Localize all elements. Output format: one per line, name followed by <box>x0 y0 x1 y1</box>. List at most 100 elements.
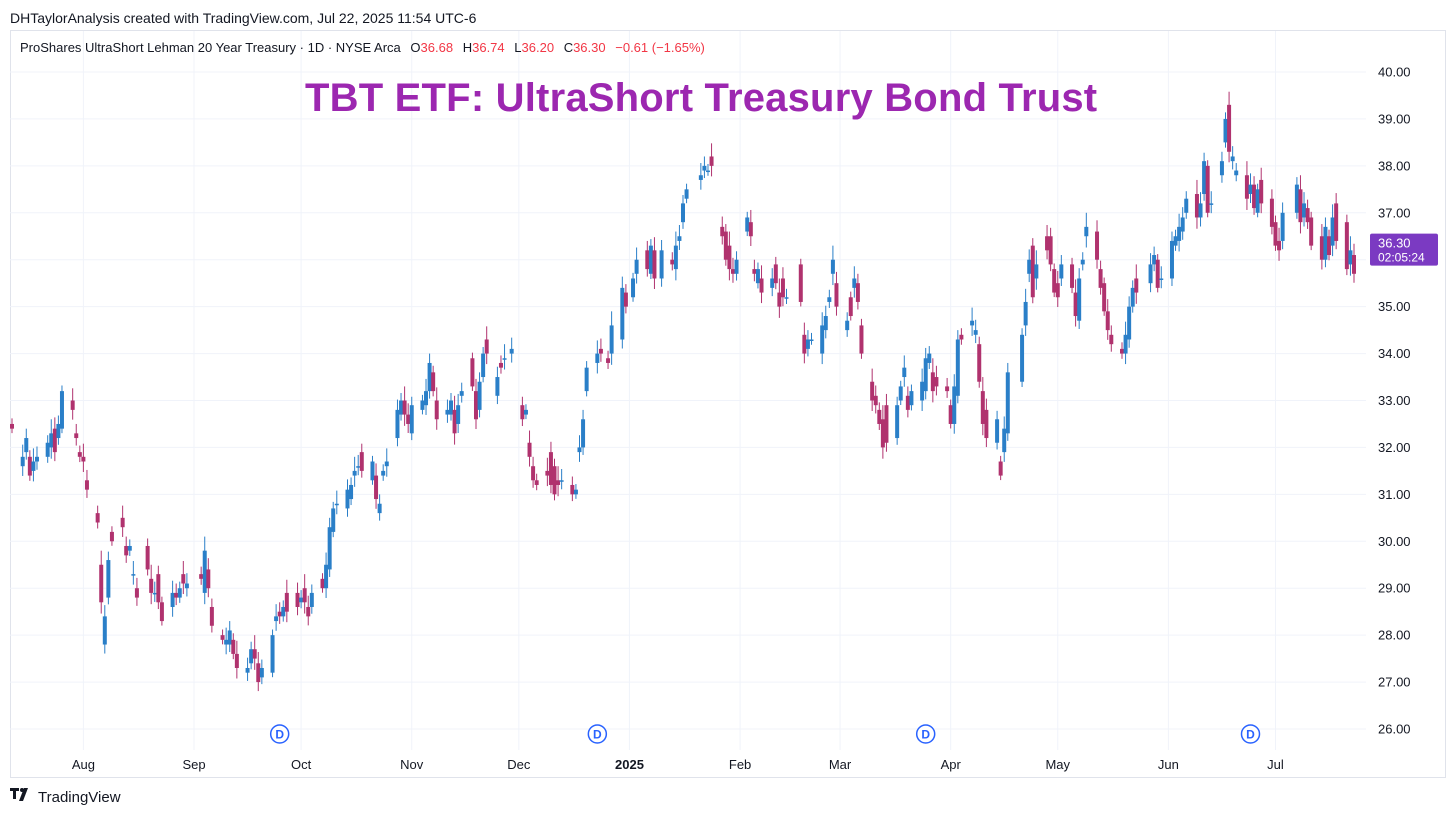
candle-body <box>827 297 832 302</box>
candle-body <box>995 419 1000 443</box>
candle-body <box>902 367 907 378</box>
candle-body <box>359 452 364 471</box>
candle-body <box>306 606 311 617</box>
candle-body <box>920 381 925 401</box>
candle-body <box>1120 348 1125 354</box>
candle-body <box>1223 118 1228 143</box>
candle-body <box>1352 255 1356 274</box>
candle-body <box>809 339 814 341</box>
candle-body <box>120 517 125 528</box>
dividend-marker-label: D <box>1246 728 1255 742</box>
y-tick-label: 38.00 <box>1378 158 1411 173</box>
candle-body <box>334 503 339 506</box>
candle-body <box>295 592 300 607</box>
candle-body <box>1302 203 1307 218</box>
candle-body <box>898 386 903 401</box>
candle-body <box>181 574 186 584</box>
candle-body <box>709 156 714 166</box>
last-price-tag <box>1370 233 1438 266</box>
candle-body <box>145 545 150 570</box>
candle-body <box>620 287 625 340</box>
candle-body <box>52 428 57 453</box>
candle-body <box>299 597 304 603</box>
candle-body <box>127 545 132 551</box>
candle-body <box>673 245 678 270</box>
candle-body <box>1205 165 1210 213</box>
candle-body <box>473 391 478 420</box>
candle-body <box>1344 222 1349 270</box>
candle-body <box>1198 203 1203 218</box>
candle-body <box>152 592 157 595</box>
y-tick-label: 29.00 <box>1378 581 1411 596</box>
candle-body <box>702 165 707 171</box>
y-tick-label: 37.00 <box>1378 205 1411 220</box>
candle-body <box>802 334 807 354</box>
candle-body <box>399 400 404 415</box>
candle-body <box>1305 208 1310 223</box>
candle-body <box>584 367 589 392</box>
last-price-value: 36.30 <box>1378 236 1411 251</box>
candle-body <box>548 452 553 485</box>
candle-body <box>909 391 914 406</box>
candle-body <box>852 278 857 288</box>
candle-body <box>324 564 329 589</box>
candle-body <box>481 353 486 378</box>
change-value: −0.61 (−1.65%) <box>615 40 705 55</box>
candle-body <box>1070 264 1075 288</box>
candle-body <box>377 503 382 514</box>
candle-body <box>70 400 75 410</box>
x-tick-label: May <box>1045 757 1070 772</box>
candle-body <box>199 574 204 579</box>
candle-body <box>406 414 411 424</box>
candle-body <box>948 405 953 424</box>
candle-body <box>1234 170 1239 176</box>
candle-body <box>595 353 600 363</box>
open-label: O <box>410 40 421 55</box>
candle-body <box>955 339 960 396</box>
candle-body <box>752 269 757 274</box>
candle-body <box>177 588 182 598</box>
dividend-marker-label: D <box>275 728 284 742</box>
candle-body <box>352 470 357 476</box>
candle-body <box>445 409 450 415</box>
y-tick-label: 32.00 <box>1378 440 1411 455</box>
candle-body <box>998 461 1003 476</box>
candle-body <box>777 292 782 307</box>
candle-body <box>409 405 414 434</box>
candle-body <box>274 616 279 622</box>
candle-body <box>77 452 82 457</box>
tradingview-logo[interactable]: TradingView <box>10 788 121 807</box>
candle-body <box>1309 217 1314 246</box>
candle-body <box>1002 428 1007 453</box>
candle-body <box>884 405 889 443</box>
candle-body <box>945 386 950 392</box>
candle-body <box>1084 226 1089 237</box>
candle-body <box>502 358 507 360</box>
candle-body <box>1327 236 1332 256</box>
candle-body <box>1102 283 1107 312</box>
candle-body <box>531 466 536 481</box>
y-tick-label: 33.00 <box>1378 393 1411 408</box>
x-tick-label: Apr <box>941 757 962 772</box>
candle-body <box>1273 222 1278 246</box>
candle-body <box>973 330 978 335</box>
candle-body <box>349 484 354 500</box>
candle-body <box>124 545 129 556</box>
candle-body <box>456 405 461 424</box>
candle-body <box>327 527 332 570</box>
candle-body <box>10 423 14 429</box>
candle-body <box>1045 236 1050 251</box>
candle-body <box>1123 334 1128 354</box>
y-tick-label: 35.00 <box>1378 299 1411 314</box>
candle-body <box>174 592 179 598</box>
candle-body <box>1020 334 1025 382</box>
candle-body <box>1130 287 1135 307</box>
candle-body <box>527 442 532 457</box>
candle-body <box>556 480 561 485</box>
candle-body <box>1348 250 1353 265</box>
candle-body <box>131 574 136 576</box>
candle-body <box>748 222 753 237</box>
high-value: 36.74 <box>472 40 505 55</box>
candle-body <box>220 635 225 640</box>
